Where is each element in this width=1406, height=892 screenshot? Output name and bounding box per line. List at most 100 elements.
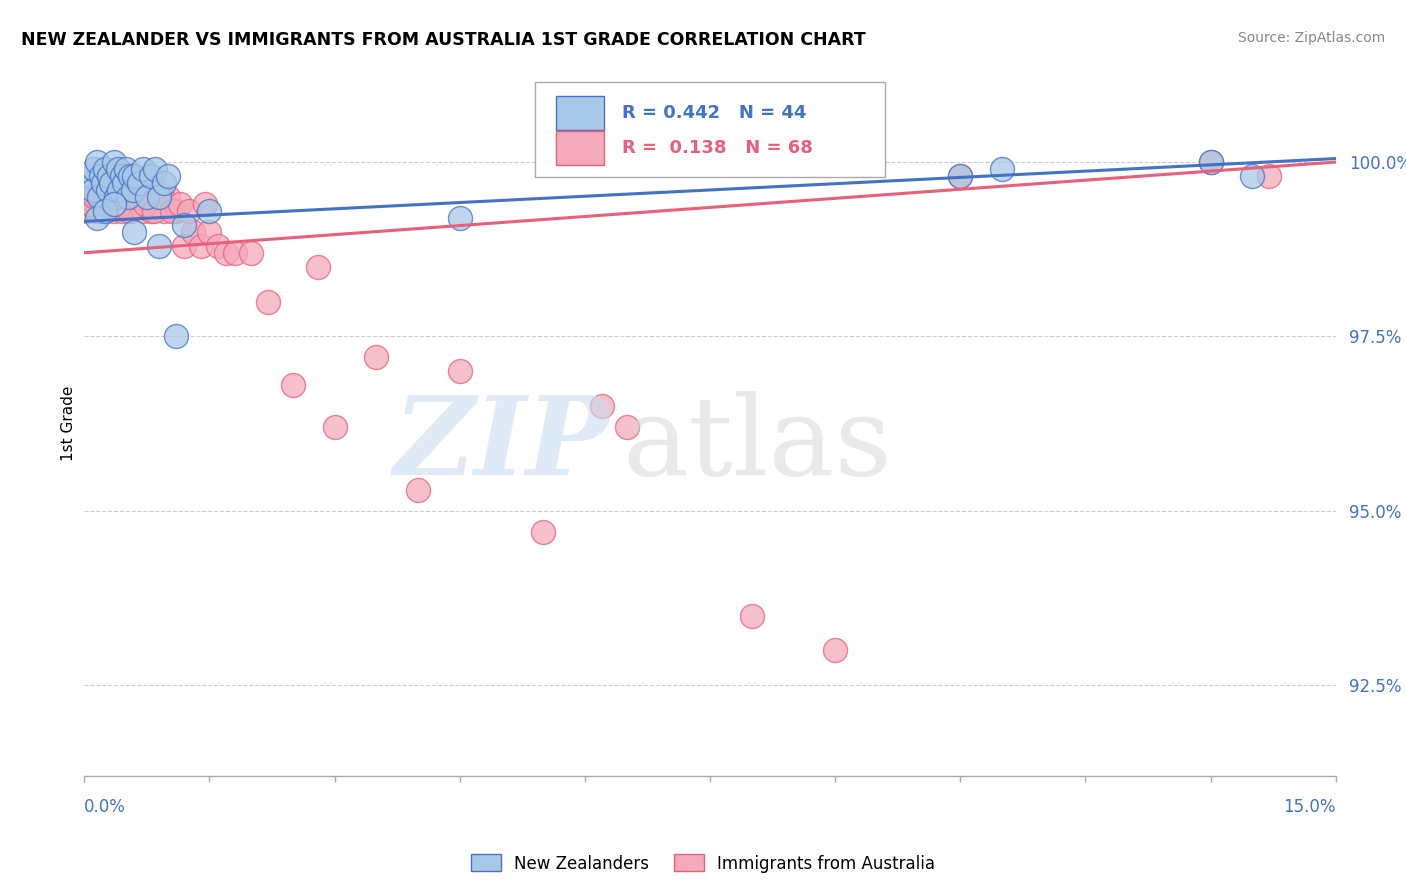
Point: [148, 239, 170, 253]
Point: [198, 203, 221, 218]
Point: [125, 190, 148, 204]
Point: [77, 190, 100, 204]
Point: [82, 183, 104, 197]
Point: [83, 190, 105, 204]
Point: [107, 162, 129, 177]
Point: [134, 197, 156, 211]
Point: [991, 162, 1014, 177]
Point: [97, 183, 120, 197]
Point: [215, 245, 238, 260]
Point: [93, 197, 115, 211]
Point: [94, 203, 117, 218]
Point: [80, 169, 103, 183]
FancyBboxPatch shape: [534, 82, 886, 177]
Point: [112, 190, 135, 204]
Point: [307, 260, 329, 274]
Text: Source: ZipAtlas.com: Source: ZipAtlas.com: [1237, 31, 1385, 45]
Point: [89, 190, 111, 204]
Point: [616, 420, 638, 434]
Legend: New Zealanders, Immigrants from Australia: New Zealanders, Immigrants from Australi…: [464, 847, 942, 880]
Y-axis label: 1st Grade: 1st Grade: [60, 386, 76, 461]
Bar: [557, 131, 603, 165]
Point: [121, 183, 143, 197]
Point: [103, 197, 125, 211]
Point: [117, 190, 139, 204]
Point: [190, 239, 212, 253]
Point: [1199, 155, 1222, 169]
Point: [86, 211, 108, 225]
Point: [105, 190, 128, 204]
Point: [111, 203, 134, 218]
Point: [90, 197, 112, 211]
Point: [128, 176, 150, 190]
Text: NEW ZEALANDER VS IMMIGRANTS FROM AUSTRALIA 1ST GRADE CORRELATION CHART: NEW ZEALANDER VS IMMIGRANTS FROM AUSTRAL…: [21, 31, 866, 49]
Point: [156, 169, 179, 183]
Text: atlas: atlas: [623, 392, 891, 499]
Point: [91, 176, 114, 190]
Point: [128, 197, 150, 211]
Point: [142, 203, 165, 218]
Point: [120, 169, 142, 183]
Point: [156, 190, 179, 204]
Point: [224, 245, 246, 260]
Point: [139, 169, 162, 183]
Point: [117, 203, 139, 218]
Point: [98, 197, 121, 211]
Point: [152, 176, 174, 190]
Point: [115, 197, 138, 211]
Point: [120, 203, 142, 218]
Point: [591, 399, 613, 413]
Point: [82, 183, 104, 197]
Point: [949, 169, 972, 183]
Point: [94, 162, 117, 177]
Point: [103, 155, 125, 169]
Point: [136, 190, 159, 204]
Point: [139, 203, 162, 218]
Point: [80, 197, 103, 211]
Point: [101, 190, 124, 204]
Point: [1258, 169, 1281, 183]
Point: [181, 225, 204, 239]
Point: [194, 197, 217, 211]
Point: [240, 245, 263, 260]
Point: [949, 169, 972, 183]
Bar: [557, 96, 603, 130]
Point: [132, 162, 155, 177]
Point: [84, 190, 107, 204]
Point: [115, 162, 138, 177]
Point: [110, 197, 132, 211]
Point: [105, 190, 128, 204]
Point: [91, 183, 114, 197]
Point: [100, 176, 122, 190]
Point: [77, 176, 100, 190]
Point: [198, 225, 221, 239]
Point: [107, 197, 129, 211]
Point: [173, 218, 195, 232]
Point: [177, 203, 200, 218]
Point: [112, 176, 135, 190]
Point: [111, 169, 134, 183]
Point: [152, 203, 174, 218]
Point: [531, 524, 554, 539]
Text: R =  0.138   N = 68: R = 0.138 N = 68: [623, 139, 813, 157]
Point: [86, 203, 108, 218]
Point: [124, 225, 146, 239]
Point: [76, 203, 98, 218]
Point: [165, 329, 187, 343]
Point: [98, 169, 121, 183]
Point: [108, 183, 131, 197]
Point: [136, 190, 159, 204]
Point: [132, 203, 155, 218]
Text: ZIP: ZIP: [394, 391, 610, 499]
Point: [143, 183, 166, 197]
Point: [103, 203, 125, 218]
Point: [281, 378, 304, 392]
Point: [366, 351, 388, 365]
Point: [97, 190, 120, 204]
Point: [207, 239, 229, 253]
Point: [741, 608, 763, 623]
Point: [124, 169, 146, 183]
Point: [143, 162, 166, 177]
Point: [79, 197, 101, 211]
Point: [169, 197, 191, 211]
